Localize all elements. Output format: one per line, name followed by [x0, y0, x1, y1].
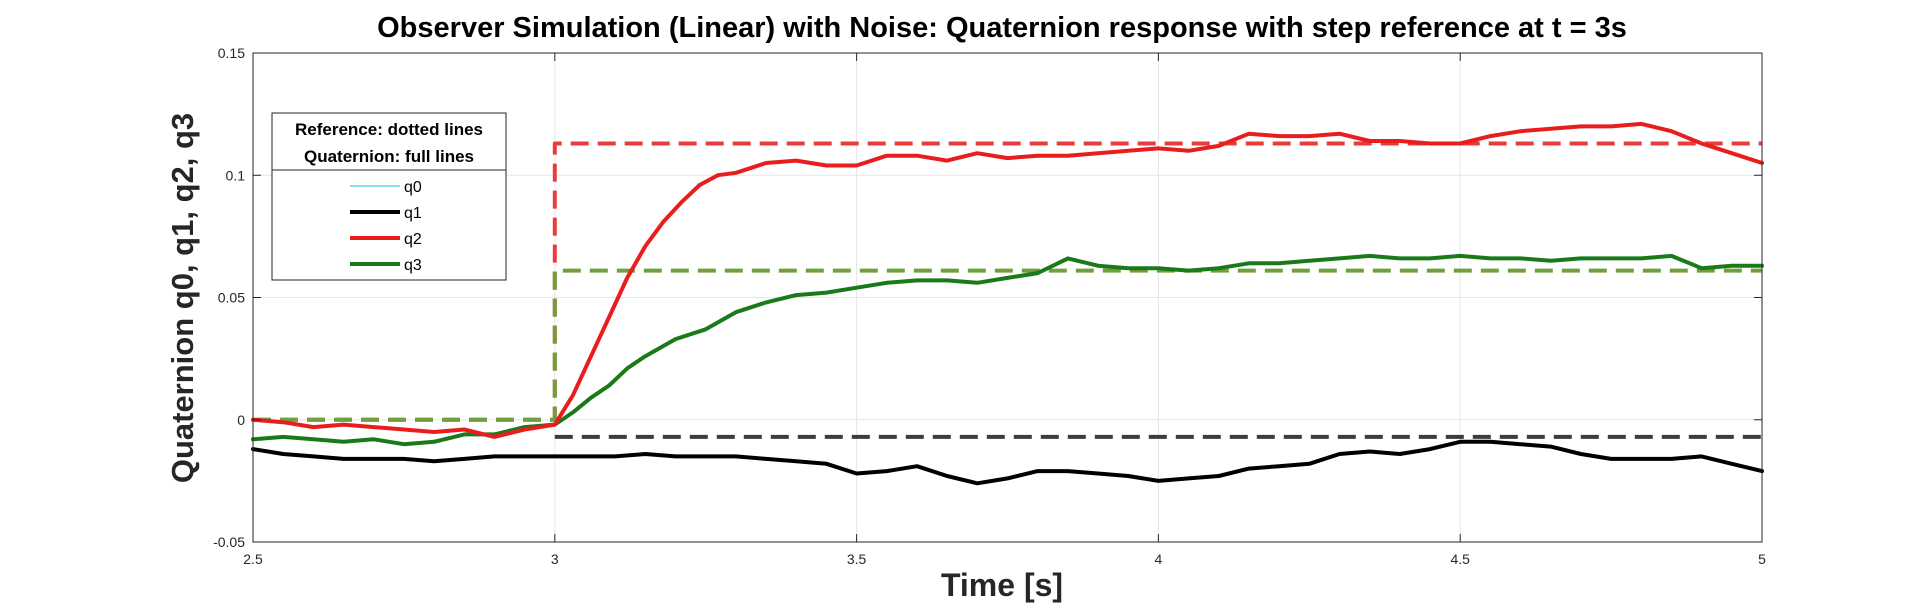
- series-line-q3-reference: [253, 268, 1762, 422]
- y-tick-label-2: 0.05: [218, 290, 245, 306]
- x-tick-label-4: 4.5: [1450, 551, 1470, 567]
- legend-label-q1: q1: [404, 205, 422, 222]
- y-tick-label-1: 0: [237, 412, 245, 428]
- x-tick-label-0: 2.5: [243, 551, 263, 567]
- x-tick-label-2: 3.5: [847, 551, 867, 567]
- legend-label-q2: q2: [404, 231, 422, 248]
- x-tick-label-1: 3: [551, 551, 559, 567]
- legend-entries: q0 q1 q2 q3: [350, 179, 422, 274]
- x-tick-label-3: 4: [1155, 551, 1163, 567]
- y-tick-label-0: -0.05: [213, 534, 245, 550]
- data-series: [251, 121, 1764, 486]
- series-line-q1: [251, 439, 1764, 486]
- y-tick-label-3: 0.1: [226, 167, 246, 183]
- series-line-q2: [251, 121, 1764, 439]
- x-axis-label: Time [s]: [941, 567, 1063, 603]
- legend-label-q0: q0: [404, 179, 422, 196]
- x-tick-label-5: 5: [1758, 551, 1766, 567]
- legend-title-line-2: Quaternion: full lines: [304, 147, 474, 166]
- legend: Reference: dotted lines Quaternion: full…: [271, 112, 507, 281]
- legend-box: [271, 112, 507, 281]
- chart-title: Observer Simulation (Linear) with Noise:…: [377, 12, 1627, 44]
- axis-ticks: 2.5 3 3.5 4 4.5 5 -0.05 0 0.05 0.1 0.15: [213, 45, 1766, 567]
- y-axis-label: Quaternion q0, q1, q2, q3: [165, 113, 200, 483]
- y-tick-label-4: 0.15: [218, 45, 245, 61]
- legend-label-q3: q3: [404, 257, 422, 274]
- series-line-q3: [251, 253, 1764, 447]
- legend-title-line-1: Reference: dotted lines: [295, 120, 483, 139]
